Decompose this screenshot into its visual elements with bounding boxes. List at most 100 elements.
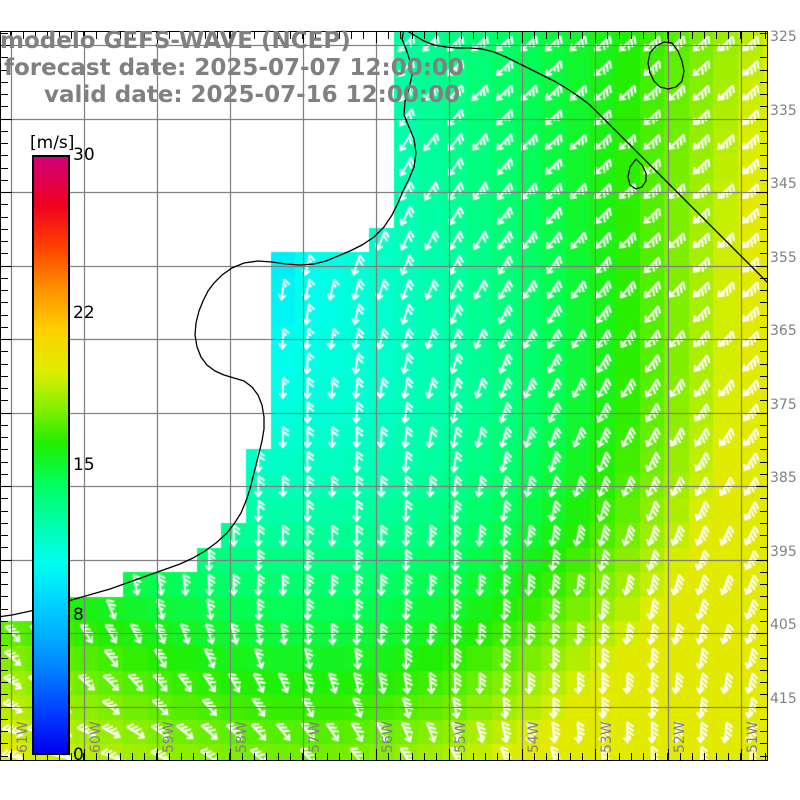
tick-left — [1, 155, 8, 156]
tick-right — [760, 437, 767, 438]
tick-major-bottom — [157, 749, 158, 760]
tick-top — [242, 32, 243, 39]
gridline-vertical — [449, 31, 450, 761]
tick-left — [1, 33, 8, 34]
tick-top — [156, 32, 157, 39]
tick-major-left — [1, 413, 12, 414]
tick-right — [760, 596, 767, 597]
tick-left — [1, 168, 8, 169]
tick-right — [760, 388, 767, 389]
tick-top — [436, 32, 437, 39]
tick-bottom — [23, 753, 24, 760]
tick-bottom — [266, 753, 267, 760]
tick-left — [1, 462, 8, 463]
figure-title: modelo GEFS-WAVE (NCEP) forecast date: 2… — [0, 28, 560, 109]
tick-top — [302, 32, 303, 39]
tick-top — [339, 32, 340, 39]
map-plot-area — [0, 31, 768, 761]
y-axis-label-395: 395 — [770, 544, 797, 560]
y-axis-label-405: 405 — [770, 617, 797, 633]
tick-bottom — [339, 753, 340, 760]
tick-top — [351, 32, 352, 39]
gridline-horizontal — [0, 486, 768, 487]
tick-top — [412, 32, 413, 39]
tick-top — [728, 32, 729, 39]
tick-major-bottom — [522, 749, 523, 760]
tick-bottom — [229, 753, 230, 760]
tick-left — [1, 621, 8, 622]
tick-bottom — [47, 753, 48, 760]
tick-top — [607, 32, 608, 39]
tick-left — [1, 290, 8, 291]
tick-top — [570, 32, 571, 39]
tick-right — [760, 400, 767, 401]
tick-bottom — [242, 753, 243, 760]
tick-bottom — [302, 753, 303, 760]
tick-left — [1, 658, 8, 659]
tick-right — [760, 535, 767, 536]
tick-bottom — [424, 753, 425, 760]
tick-left — [1, 511, 8, 512]
tick-bottom — [10, 753, 11, 760]
tick-left — [1, 523, 8, 524]
tick-top — [120, 32, 121, 39]
tick-major-right — [756, 633, 767, 634]
tick-left — [1, 94, 8, 95]
tick-bottom — [558, 753, 559, 760]
gridline-horizontal — [0, 633, 768, 634]
tick-major-right — [756, 486, 767, 487]
tick-top — [643, 32, 644, 39]
x-axis-label-52W: 52W — [672, 721, 688, 753]
tick-right — [760, 327, 767, 328]
tick-right — [760, 376, 767, 377]
tick-bottom — [582, 753, 583, 760]
tick-bottom — [132, 753, 133, 760]
tick-bottom — [59, 753, 60, 760]
gridline-vertical — [741, 31, 742, 761]
tick-right — [760, 143, 767, 144]
tick-right — [760, 756, 767, 757]
tick-top — [290, 32, 291, 39]
tick-left — [1, 315, 8, 316]
tick-bottom — [96, 753, 97, 760]
gridline-vertical — [522, 31, 523, 761]
tick-major-right — [756, 192, 767, 193]
tick-left — [1, 437, 8, 438]
tick-right — [760, 155, 767, 156]
tick-left — [1, 143, 8, 144]
colorbar — [32, 155, 70, 755]
tick-right — [760, 474, 767, 475]
tick-major-top — [84, 32, 85, 43]
tick-right — [760, 253, 767, 254]
tick-right — [760, 106, 767, 107]
tick-right — [760, 743, 767, 744]
x-axis-label-55W: 55W — [453, 721, 469, 753]
tick-major-bottom — [595, 749, 596, 760]
tick-bottom — [278, 753, 279, 760]
tick-left — [1, 596, 8, 597]
tick-left — [1, 82, 8, 83]
tick-top — [558, 32, 559, 39]
tick-left — [1, 70, 8, 71]
colorbar-tick-0: 0 — [73, 745, 84, 765]
tick-top — [680, 32, 681, 39]
tick-right — [760, 94, 767, 95]
tick-bottom — [570, 753, 571, 760]
tick-right — [760, 731, 767, 732]
tick-right — [760, 498, 767, 499]
x-axis-label-54W: 54W — [526, 721, 542, 753]
tick-left — [1, 327, 8, 328]
tick-major-right — [756, 413, 767, 414]
tick-bottom — [667, 753, 668, 760]
x-axis-label-57W: 57W — [307, 721, 323, 753]
tick-top — [181, 32, 182, 39]
gridline-horizontal — [0, 192, 768, 193]
tick-bottom — [315, 753, 316, 760]
tick-major-bottom — [449, 749, 450, 760]
tick-major-right — [756, 119, 767, 120]
gridline-horizontal — [0, 266, 768, 267]
y-axis-label-335: 335 — [770, 103, 797, 119]
tick-right — [760, 290, 767, 291]
tick-top — [59, 32, 60, 39]
tick-bottom — [363, 753, 364, 760]
